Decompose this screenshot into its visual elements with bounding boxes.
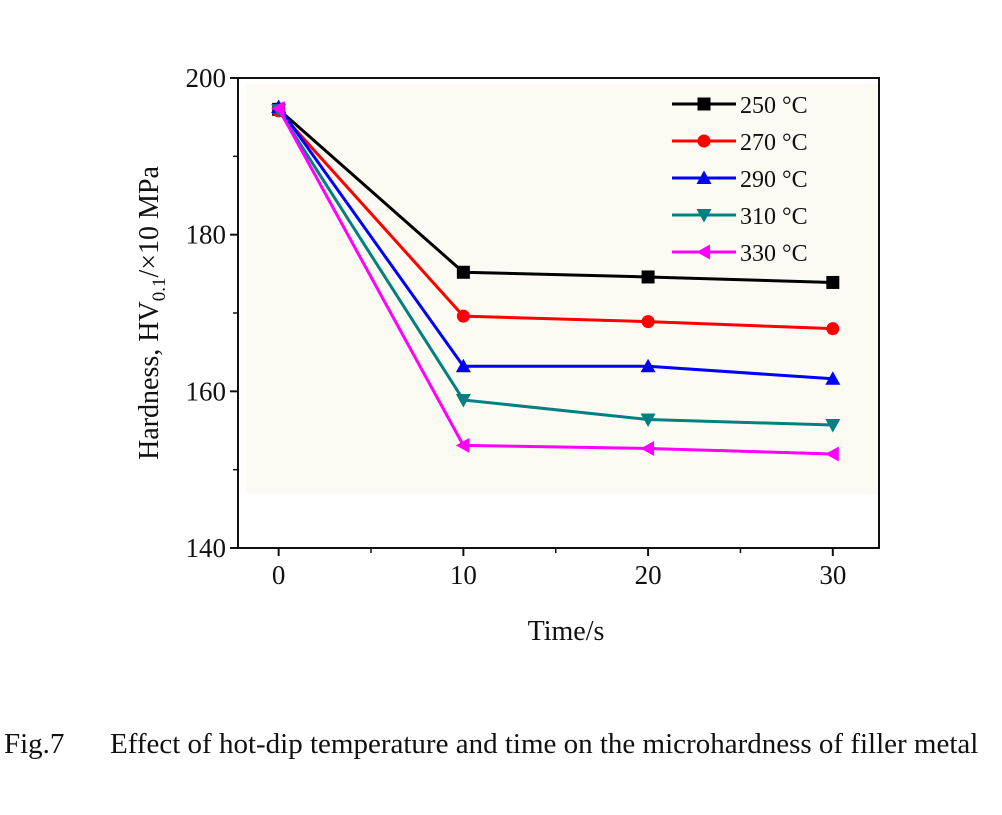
series-line-4 xyxy=(277,107,833,456)
legend-label-1: 270 °C xyxy=(740,130,808,156)
legend-entry-0: 250 °C xyxy=(672,93,808,119)
legend-marker-3 xyxy=(696,209,712,223)
series-line-3 xyxy=(277,109,833,427)
y-tick-label-3: 200 xyxy=(186,63,227,93)
x-tick-label-1: 10 xyxy=(450,560,477,590)
x-tick-label-0: 0 xyxy=(272,560,286,590)
data-point-4-0 xyxy=(271,101,285,117)
data-point-3-2 xyxy=(640,413,656,428)
data-point-1-2 xyxy=(641,315,655,329)
series-layer xyxy=(271,99,841,462)
data-point-2-3 xyxy=(825,371,841,385)
data-point-2-2 xyxy=(640,358,656,373)
legend-entry-3: 310 °C xyxy=(672,204,808,230)
legend-label-2: 290 °C xyxy=(740,167,808,193)
data-point-1-1 xyxy=(456,309,470,323)
data-point-3-1 xyxy=(455,393,471,408)
data-point-2-1 xyxy=(455,358,471,373)
figure-caption-text: Effect of hot-dip temperature and time o… xyxy=(110,728,979,760)
y-tick-label-1: 160 xyxy=(186,376,227,406)
series-4 xyxy=(271,101,839,462)
plot-shaded-region xyxy=(246,84,878,494)
data-point-4-1 xyxy=(455,437,470,453)
legend-label-4: 330 °C xyxy=(740,241,808,267)
ticks-layer: 0 10 20 30 140 160 180 200 xyxy=(186,63,847,590)
y-axis-title-main: Hardness, HV xyxy=(134,301,165,460)
legend-entry-1: 270 °C xyxy=(672,130,808,156)
x-tick-label-2: 20 xyxy=(635,560,662,590)
data-point-0-2 xyxy=(641,270,655,284)
series-line-2 xyxy=(277,106,833,381)
legend-entry-2: 290 °C xyxy=(672,167,808,193)
series-line-0 xyxy=(277,108,833,284)
legend-marker-0 xyxy=(697,97,711,111)
x-axis-title: Time/s xyxy=(528,616,605,647)
y-tick-label-2: 180 xyxy=(186,220,227,250)
legend-label-3: 310 °C xyxy=(740,204,808,230)
legend-marker-2 xyxy=(696,170,712,184)
legend: 250 °C 270 °C 290 °C 310 °C 330 °C xyxy=(672,93,808,267)
x-tick-label-3: 30 xyxy=(819,560,846,590)
data-point-0-3 xyxy=(826,275,840,289)
data-point-3-3 xyxy=(825,419,841,433)
series-line-1 xyxy=(277,109,833,331)
data-point-4-3 xyxy=(825,446,839,462)
y-axis-title-unit: /×10 MPa xyxy=(134,166,165,278)
data-point-1-3 xyxy=(826,322,840,336)
figure-caption-label: Fig.7 xyxy=(4,728,65,760)
data-point-4-2 xyxy=(640,441,655,457)
hardness-line-chart: 0 10 20 30 140 160 180 200 250 °C 270 °C 290 °C 31… xyxy=(134,63,880,647)
y-axis-title-subscript: 0.1 xyxy=(149,278,170,302)
y-tick-label-0: 140 xyxy=(186,533,227,563)
series-0 xyxy=(272,102,840,289)
y-axis-title: Hardness, HV0.1/×10 MPa xyxy=(134,166,170,460)
legend-marker-4 xyxy=(696,244,710,260)
legend-marker-1 xyxy=(697,134,711,148)
legend-label-0: 250 °C xyxy=(740,93,808,119)
legend-entry-4: 330 °C xyxy=(672,241,808,267)
data-point-0-1 xyxy=(456,265,470,279)
